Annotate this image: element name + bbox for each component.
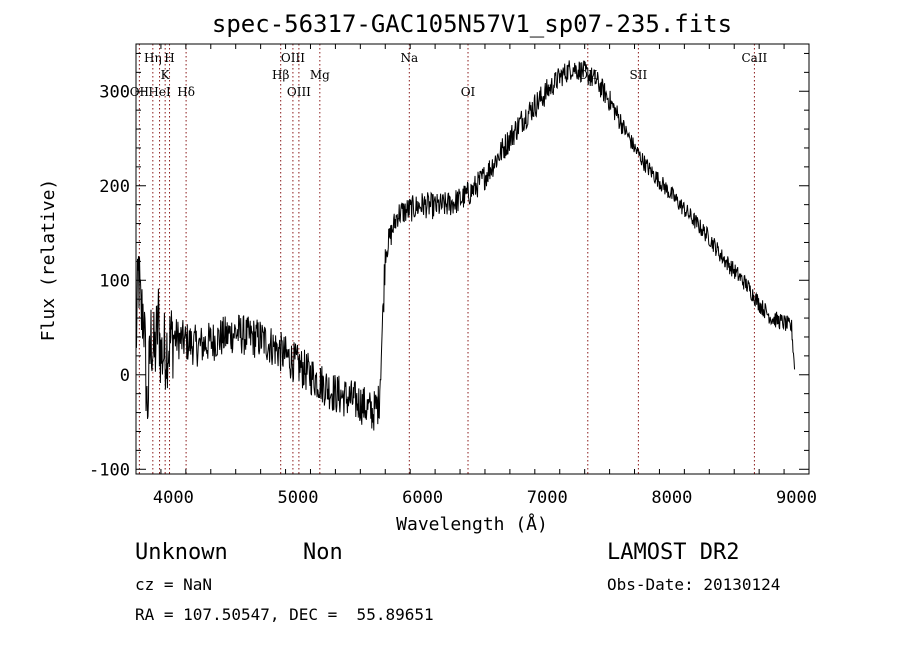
y-tick-label: 0	[120, 366, 130, 386]
classification: Unknown	[135, 540, 228, 565]
x-axis: 4000 5000 6000 7000 8000 9000	[135, 44, 817, 508]
line-label: OII	[130, 85, 150, 99]
line-label: Na	[400, 51, 418, 65]
survey-name: LAMOST DR2	[607, 540, 740, 565]
line-label: HeI	[148, 85, 171, 99]
line-label: Hβ	[272, 68, 289, 82]
y-tick-label: 300	[99, 82, 130, 102]
line-label: Hδ	[177, 85, 195, 99]
x-tick-label: 7000	[527, 488, 568, 508]
y-axis: -100 0 100 200 300	[89, 52, 809, 480]
redshift: cz = NaN	[135, 575, 213, 594]
spectrum-line	[135, 60, 796, 431]
subclass: Non	[303, 540, 343, 565]
line-label: OIII	[287, 85, 311, 99]
chart-title: spec-56317-GAC105N57V1_sp07-235.fits	[212, 10, 732, 38]
line-label: OI	[461, 85, 476, 99]
plot-frame	[135, 43, 810, 475]
x-tick-label: 5000	[278, 488, 319, 508]
x-tick-label: 6000	[402, 488, 443, 508]
coordinates: RA = 107.50547, DEC = 55.89651	[135, 605, 434, 624]
x-tick-label: 4000	[153, 488, 194, 508]
spectrum-series	[135, 60, 796, 431]
obs-date: Obs-Date: 20130124	[607, 575, 781, 594]
x-tick-label: 8000	[651, 488, 692, 508]
line-label: K	[161, 68, 171, 82]
line-label: H	[164, 51, 174, 65]
x-tick-label: 9000	[776, 488, 817, 508]
y-tick-label: -100	[89, 460, 130, 480]
line-label: Mg	[310, 68, 330, 82]
y-axis-label: Flux (relative)	[38, 179, 59, 342]
line-label: Hη	[144, 51, 162, 65]
line-label: SII	[630, 68, 648, 82]
y-tick-label: 200	[99, 177, 130, 197]
x-axis-label: Wavelength (Å)	[396, 513, 548, 535]
y-tick-label: 100	[99, 271, 130, 291]
line-label: CaII	[741, 51, 767, 65]
line-label: OIII	[281, 51, 305, 65]
